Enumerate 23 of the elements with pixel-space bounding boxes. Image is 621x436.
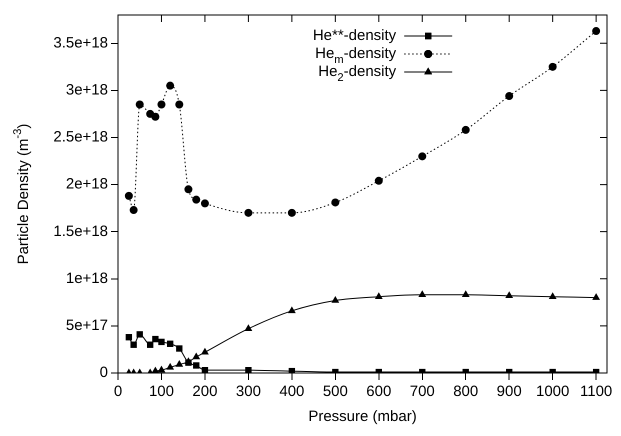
x-tick-label: 500 [322, 383, 348, 400]
x-tick-label: 400 [279, 383, 304, 400]
x-tick-label: 300 [236, 383, 261, 400]
x-tick-label: 1000 [536, 383, 570, 400]
x-axis-title: Pressure (mbar) [308, 408, 417, 426]
x-tick-label: 900 [496, 383, 522, 400]
y-tick-label: 3e+18 [66, 82, 108, 99]
y-axis-title: Particle Density (m-3) [12, 124, 32, 264]
y-tick-label: 0 [100, 364, 108, 382]
y-tick-label: 5e+17 [66, 317, 108, 334]
x-tick-label: 600 [366, 383, 392, 400]
y-tick-label: 2.5e+18 [53, 128, 108, 146]
x-tick-label: 1100 [580, 383, 612, 400]
x-tick-label: 200 [192, 383, 218, 400]
y-tick-label: 2e+18 [66, 176, 108, 193]
x-tick-label: 700 [410, 383, 435, 400]
x-tick-label: 0 [114, 383, 122, 400]
x-tick-label: 100 [148, 383, 174, 400]
legend-label: He**-density [312, 27, 397, 44]
y-tick-label: 3.5e+18 [53, 34, 108, 52]
y-tick-label: 1e+18 [66, 270, 108, 287]
y-tick-label: 1.5e+18 [53, 222, 108, 240]
x-tick-label: 800 [453, 383, 478, 400]
